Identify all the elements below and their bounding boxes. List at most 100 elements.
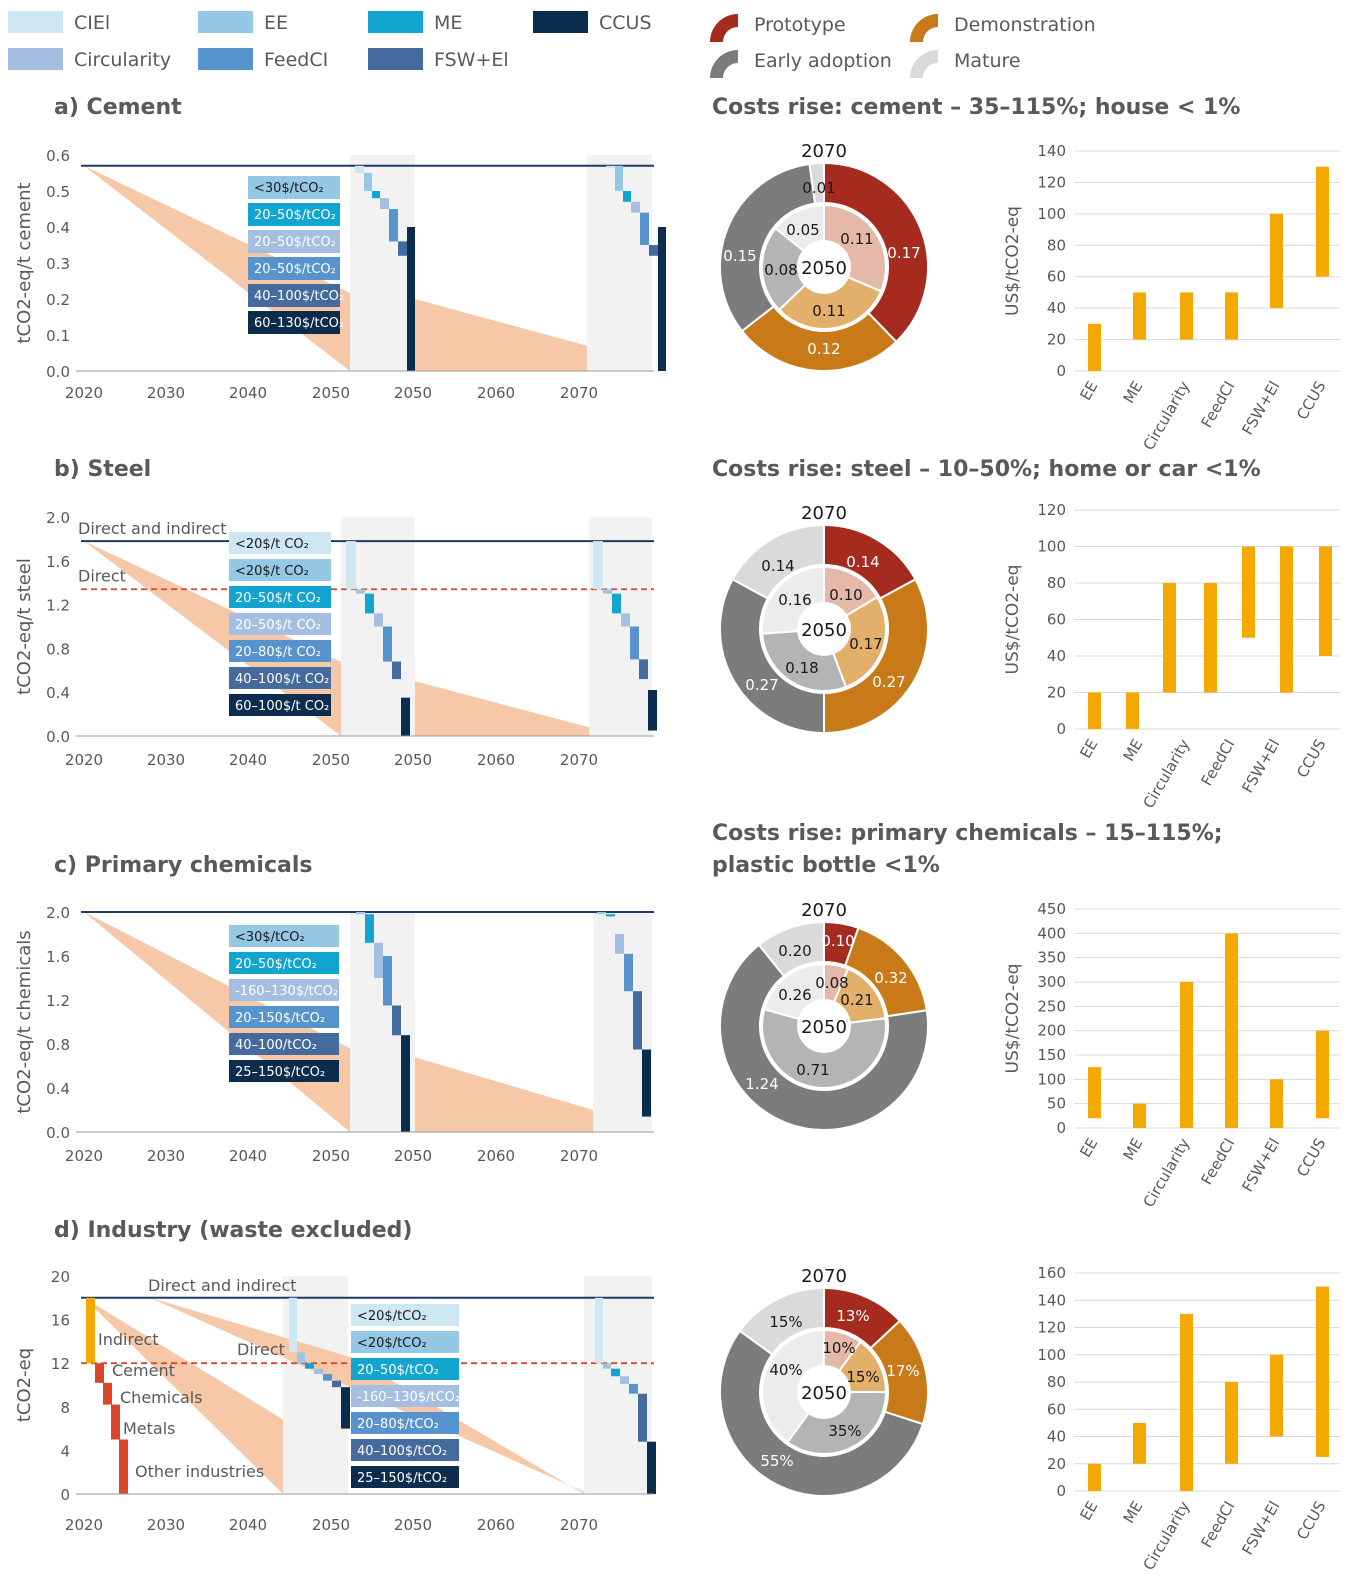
cost-label: 20–50$/tCO₂ xyxy=(254,208,336,223)
industry-segment xyxy=(119,1439,128,1494)
donut-a-donut: Costs rise: cement – 35–115%; house < 1%… xyxy=(712,95,1240,372)
cost-range-bar xyxy=(1133,1103,1146,1128)
step-bar-2070 xyxy=(638,1393,647,1442)
category-label: EE xyxy=(1076,1135,1101,1160)
step-bar-2050 xyxy=(383,956,392,1006)
donut-inner-label: 0.16 xyxy=(778,591,811,609)
donut-d-donut: 2070 13% 17% 55% 15% 10% 15% 35% 40% 2050 xyxy=(719,1266,929,1497)
donut-outer-label: 0.17 xyxy=(887,244,920,262)
cost-range-bar xyxy=(1319,546,1332,656)
cost-box xyxy=(351,1439,459,1461)
panel-a: a) Cement tCO2-eq/t cement 0.0 0.1 0.2 0.3 0.4… xyxy=(14,95,666,402)
legend-label: Prototype xyxy=(754,14,846,36)
category-label: CCUS xyxy=(1293,736,1329,781)
x-tick-label: 2050 xyxy=(312,751,350,769)
y-tick-label: 1.6 xyxy=(46,553,70,571)
step-bar-2070 xyxy=(648,690,657,731)
step-bar-2050 xyxy=(305,1363,314,1369)
y-axis-label: tCO2-eq/t cement xyxy=(14,182,35,343)
cost-label: 40–100$/tCO₂ xyxy=(357,1444,447,1459)
scenario-shade xyxy=(584,1276,652,1494)
step-bar-2050 xyxy=(374,942,383,978)
cost-range-bar xyxy=(1270,213,1283,309)
x-tick-label: 2050 xyxy=(312,1516,350,1534)
cost-range-bar xyxy=(1316,1030,1329,1119)
y-tick-label: 400 xyxy=(1037,924,1066,942)
category-label: EE xyxy=(1076,1498,1101,1523)
cost-label: 20–50$/tCO₂ xyxy=(254,262,336,277)
y-tick-label: 0.5 xyxy=(46,183,70,201)
donut-outer-slice xyxy=(738,1286,825,1356)
donut-outer-slice xyxy=(823,161,929,344)
cost-label: <20$/tCO₂ xyxy=(357,1336,427,1351)
category-label: EE xyxy=(1076,378,1101,403)
donut-inner-label: 40% xyxy=(769,1361,802,1379)
cost-range-bar xyxy=(1242,546,1255,638)
cost-label: 25–150$/tCO₂ xyxy=(235,1065,325,1080)
step-bar-2070 xyxy=(642,1049,651,1117)
industry-segment xyxy=(95,1363,104,1383)
y-tick-label: 40 xyxy=(1047,647,1066,665)
cost-range-bar xyxy=(1204,583,1217,693)
x-tick-label: 2030 xyxy=(147,751,185,769)
donut-outer-label: 55% xyxy=(760,1452,793,1470)
cost-box xyxy=(229,586,331,608)
legend-label: FeedCI xyxy=(264,49,328,71)
legend-label: ME xyxy=(434,12,462,34)
donut-year-2070: 2070 xyxy=(801,1266,847,1287)
y-tick-label: 0.0 xyxy=(46,363,70,381)
y-tick-label: 12 xyxy=(51,1355,70,1373)
y-tick-label: 0 xyxy=(1056,720,1066,738)
legend-swatch xyxy=(8,11,63,33)
x-tick-label: 2040 xyxy=(229,384,267,402)
cost-range-bar xyxy=(1133,292,1146,340)
y-tick-label: 0.6 xyxy=(46,147,70,165)
y-tick-label: 0.4 xyxy=(46,219,70,237)
y-tick-label: 8 xyxy=(60,1399,70,1417)
maturity-swatch xyxy=(910,14,938,42)
donut-outer-label: 0.15 xyxy=(723,247,756,265)
step-bar-2070 xyxy=(649,245,658,256)
donut-inner-label: 0.05 xyxy=(786,221,819,239)
category-label: ME xyxy=(1120,378,1147,406)
step-bar-2070 xyxy=(623,191,631,202)
step-bar-2070 xyxy=(640,212,649,245)
x-tick-label: 2050 xyxy=(394,751,432,769)
maturity-swatch xyxy=(910,50,938,78)
step-bar-2050 xyxy=(407,227,415,371)
step-bar-2070 xyxy=(606,165,615,168)
donut-outer-label: 0.12 xyxy=(807,340,840,358)
donut-inner-label: 0.71 xyxy=(796,1061,829,1079)
step-bar-2050 xyxy=(380,198,389,209)
step-bar-2070 xyxy=(603,1363,611,1369)
cost-label: 40–100$/t CO₂ xyxy=(235,672,329,687)
donut-inner-label: 0.08 xyxy=(764,261,797,279)
step-bar-2070 xyxy=(606,914,615,917)
cost-box xyxy=(248,257,340,280)
step-bar-2070 xyxy=(621,613,630,627)
category-label: FeedCI xyxy=(1198,378,1239,431)
cost-label: <20$/tCO₂ xyxy=(357,1309,427,1324)
y-tick-label: 0.0 xyxy=(46,728,70,746)
y-tick-label: 80 xyxy=(1047,236,1066,254)
category-label: ME xyxy=(1120,1135,1147,1163)
y-tick-label: 60 xyxy=(1047,611,1066,629)
y-tick-label: 350 xyxy=(1037,949,1066,967)
donut-c-donut: Costs rise: primary chemicals – 15–115%;… xyxy=(712,821,1223,1131)
donut-inner-slice xyxy=(761,226,807,312)
step-bar-2050 xyxy=(346,541,356,590)
category-label: FSW+El xyxy=(1238,736,1283,796)
y-tick-label: 100 xyxy=(1037,205,1066,223)
industry-segment xyxy=(103,1382,112,1405)
cost-range-bar xyxy=(1126,692,1139,729)
donut-inner-slice xyxy=(786,1391,888,1455)
cost-box xyxy=(229,667,331,689)
maturity-legend-icon xyxy=(710,50,738,78)
step-bar-2070 xyxy=(611,1368,620,1377)
step-bar-2070 xyxy=(615,165,623,191)
cost-box xyxy=(229,613,331,635)
donut-inner-label: 0.21 xyxy=(840,991,873,1009)
category-label: FeedCI xyxy=(1198,1498,1239,1551)
y-tick-label: 20 xyxy=(1047,1455,1066,1473)
